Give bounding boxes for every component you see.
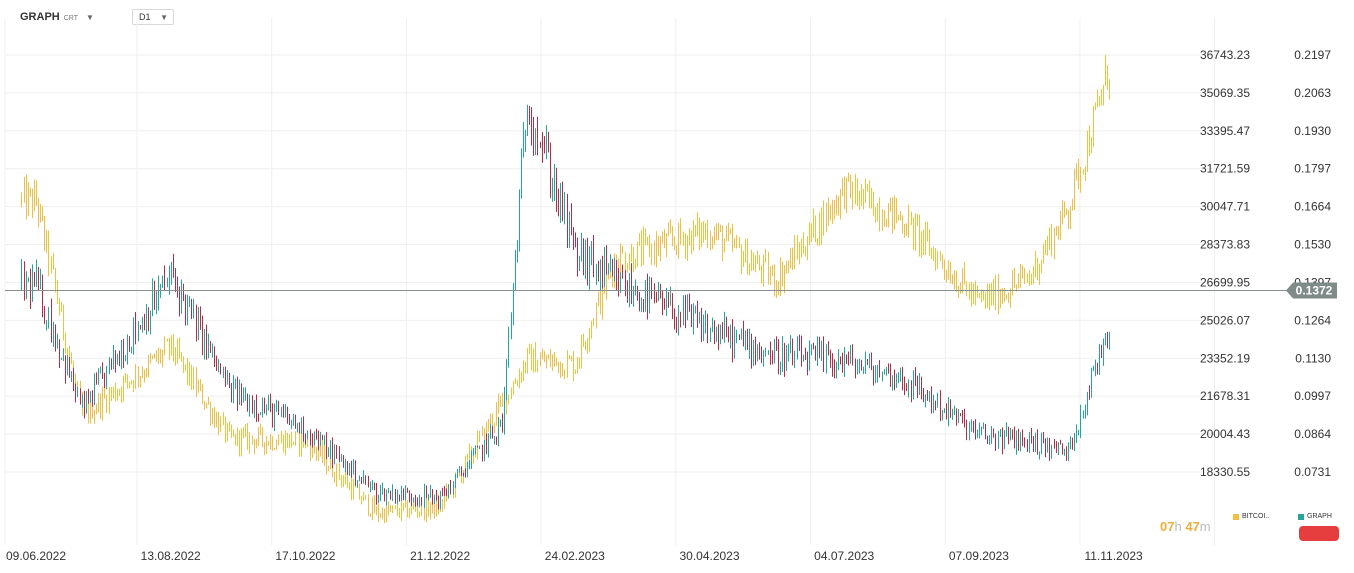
legend-item-graph[interactable]: GRAPH [1298, 513, 1332, 520]
x-tick-label: 30.04.2023 [679, 549, 739, 563]
current-price-badge [1286, 282, 1337, 299]
y-tick-label-bitcoin: 23352.19 [1200, 351, 1250, 365]
graph-change-badge[interactable] [1299, 526, 1339, 541]
x-tick-label: 07.09.2023 [949, 549, 1009, 563]
x-tick-label: 13.08.2022 [141, 549, 201, 563]
y-tick-label-bitcoin: 25026.07 [1200, 313, 1250, 327]
grid [4, 18, 1222, 545]
countdown-hours-unit: h [1174, 519, 1182, 534]
x-tick-label: 04.07.2023 [814, 549, 874, 563]
y-tick-label-bitcoin: 28373.83 [1200, 238, 1250, 252]
x-tick-label: 09.06.2022 [6, 549, 66, 563]
legend-label-bitcoin: BITCOI.. [1242, 513, 1270, 520]
timeframe-value: D1 [139, 12, 151, 22]
chevron-down-icon: ▼ [86, 13, 94, 22]
y-tick-label-graph: 0.2197 [1294, 48, 1331, 62]
chart-toolbar: GRAPH CRT ▼ D1 ▼ [0, 0, 1354, 30]
x-tick-label: 24.02.2023 [545, 549, 605, 563]
y-tick-label-graph: 0.1130 [1295, 351, 1331, 365]
y-tick-label-bitcoin: 31721.59 [1200, 162, 1250, 176]
timeframe-select[interactable]: D1 ▼ [132, 9, 174, 25]
y-tick-label-bitcoin: 20004.43 [1200, 427, 1250, 441]
y-tick-label-graph: 0.1664 [1294, 200, 1331, 214]
current-price-label: 0.1372 [1296, 284, 1333, 298]
candle-countdown: 07h 47m [1160, 519, 1211, 534]
chevron-down-icon: ▼ [160, 13, 168, 22]
series-bitcoin [21, 55, 1110, 524]
series-graph [21, 104, 1110, 510]
y-tick-label-graph: 0.0731 [1294, 465, 1331, 479]
legend-item-bitcoin[interactable]: BITCOI.. [1233, 513, 1269, 520]
countdown-minutes: 47 [1185, 519, 1200, 534]
symbol-subtitle: CRT [63, 15, 78, 22]
y-tick-label-bitcoin: 21678.31 [1200, 389, 1250, 403]
y-tick-label-graph: 0.1797 [1294, 162, 1331, 176]
legend-label-graph: GRAPH [1307, 513, 1332, 520]
y-tick-label-graph: 0.0997 [1294, 389, 1331, 403]
y-tick-label-bitcoin: 35069.35 [1200, 86, 1250, 100]
y-tick-label-bitcoin: 36743.23 [1200, 48, 1250, 62]
x-tick-label: 11.11.2023 [1084, 549, 1143, 563]
y-tick-label-graph: 0.1530 [1294, 238, 1331, 252]
legend-swatch-graph [1298, 513, 1304, 520]
y-tick-label-graph: 0.1264 [1294, 313, 1331, 327]
y-tick-label-graph: 0.0864 [1294, 427, 1331, 441]
countdown-hours: 07 [1160, 519, 1175, 534]
y-tick-label-bitcoin: 26699.95 [1200, 275, 1250, 289]
y-tick-label-bitcoin: 30047.71 [1200, 200, 1250, 214]
x-tick-label: 21.12.2022 [410, 549, 470, 563]
y-tick-label-bitcoin: 18330.55 [1200, 465, 1250, 479]
legend-swatch-bitcoin [1233, 513, 1239, 520]
y-tick-label-bitcoin: 33395.47 [1200, 124, 1250, 138]
symbol-selector[interactable]: GRAPH CRT ▼ [20, 11, 94, 23]
x-tick-label: 17.10.2022 [275, 549, 335, 563]
countdown-minutes-unit: m [1199, 519, 1211, 534]
y-tick-label-graph: 0.2063 [1294, 86, 1331, 100]
y-tick-label-graph: 0.1930 [1294, 124, 1331, 138]
symbol-name: GRAPH [20, 11, 60, 23]
